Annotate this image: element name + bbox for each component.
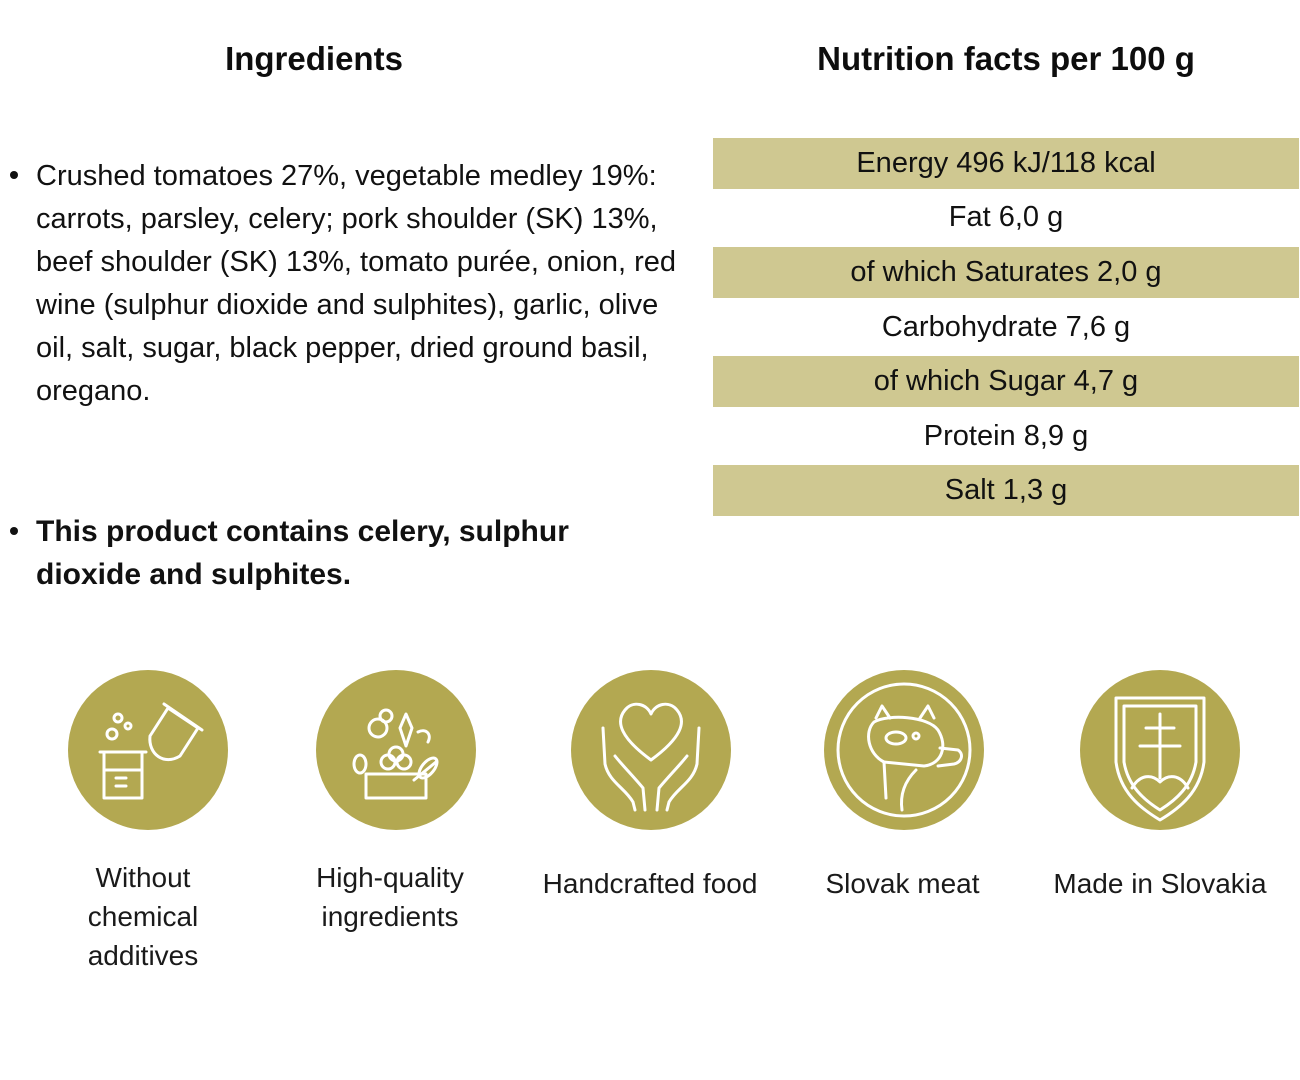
badge-no-additives	[68, 670, 228, 830]
badge-slovak-meat	[824, 670, 984, 830]
nutrition-table: Energy 496 kJ/118 kcal Fat 6,0 g of whic…	[713, 136, 1299, 518]
chemistry-flask-icon	[98, 702, 204, 800]
ingredients-title: Ingredients	[225, 40, 403, 77]
heart-hands-icon	[601, 702, 701, 812]
badge-caption: High-quality ingredients	[316, 862, 464, 932]
allergen-list: This product contains celery, sulphur di…	[10, 510, 670, 596]
badge-made-in-slovakia	[1080, 670, 1240, 830]
nutrition-row: Carbohydrate 7,6 g	[881, 310, 1131, 343]
nutrition-row: of which Saturates 2,0 g	[713, 246, 1299, 298]
pig-cow-icon	[836, 682, 972, 818]
badge-high-quality	[316, 670, 476, 830]
nutrition-row: Protein 8,9 g	[923, 419, 1089, 452]
badge-caption: Handcrafted food	[542, 868, 758, 899]
nutrition-row: Energy 496 kJ/118 kcal	[713, 137, 1299, 189]
badge-caption: Slovak meat	[825, 868, 980, 899]
ingredients-list: Crushed tomatoes 27%, vegetable medley 1…	[10, 155, 690, 413]
badge-caption: Without chemical additives	[87, 862, 199, 971]
ingredients-item: Crushed tomatoes 27%, vegetable medley 1…	[10, 155, 690, 413]
nutrition-row: of which Sugar 4,7 g	[713, 356, 1299, 408]
badge-handcrafted	[571, 670, 731, 830]
slovak-shield-icon	[1114, 696, 1206, 822]
badge-caption: Made in Slovakia	[1053, 868, 1267, 899]
nutrition-row: Salt 1,3 g	[713, 465, 1299, 517]
vegetables-box-icon	[352, 708, 439, 800]
allergen-note: This product contains celery, sulphur di…	[10, 510, 670, 596]
nutrition-row: Fat 6,0 g	[948, 201, 1064, 234]
nutrition-title: Nutrition facts per 100 g	[817, 40, 1195, 77]
